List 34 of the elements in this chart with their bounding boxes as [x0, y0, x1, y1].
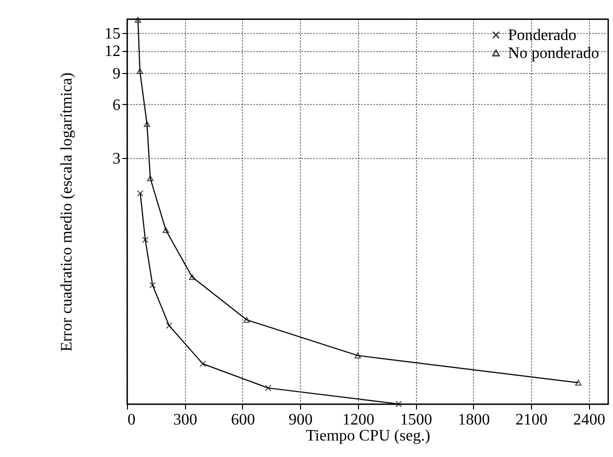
x-tick-label: 600 [230, 412, 255, 428]
x-tick-label: 1500 [400, 412, 432, 428]
point [166, 322, 172, 329]
x-tick-label: 1200 [342, 412, 374, 428]
x-tick-label: 2400 [573, 412, 606, 428]
point [575, 380, 582, 386]
legend-label: No ponderado [508, 45, 600, 62]
x-axis-title: Tiempo CPU (seg.) [306, 428, 430, 444]
legend-label: Ponderado [508, 27, 576, 44]
point [243, 316, 250, 323]
y-tick-label: 6 [112, 96, 120, 114]
point [144, 121, 150, 127]
y-tick-label: 9 [112, 65, 120, 82]
x-tick-label: 0 [128, 412, 136, 428]
x-tick-label: 2100 [516, 412, 548, 428]
x-tick-label: 300 [173, 412, 198, 428]
point [142, 236, 149, 244]
x-tick-label: 1800 [458, 412, 490, 428]
point [395, 400, 402, 408]
point [137, 190, 144, 197]
y-tick-label: 3 [112, 150, 120, 168]
point [162, 227, 170, 233]
point [200, 360, 206, 368]
point [354, 352, 361, 358]
point [188, 274, 196, 280]
point [149, 282, 156, 288]
point [264, 384, 272, 392]
point [136, 68, 144, 74]
y-tick-label: 15 [104, 26, 120, 43]
x-tick-label: 900 [288, 412, 313, 428]
point [134, 16, 142, 23]
y-axis-title: Error cuadratico medio (escala logarítmica) [58, 72, 76, 352]
point [147, 175, 154, 182]
y-tick-label: 12 [104, 43, 120, 60]
